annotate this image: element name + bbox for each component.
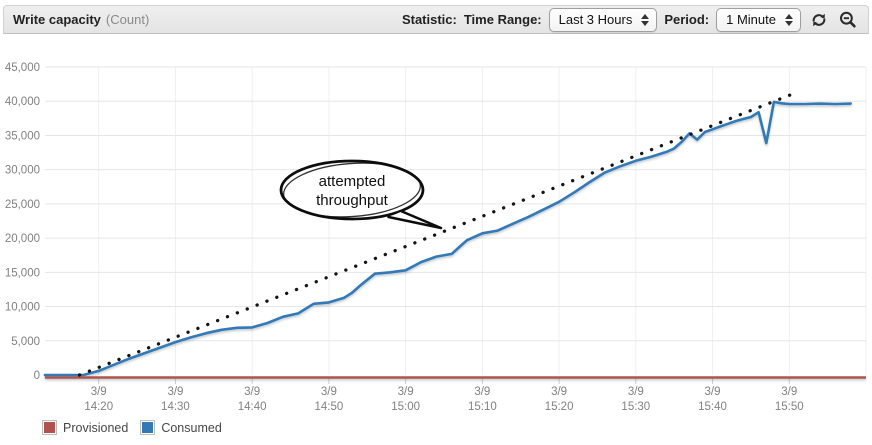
- annotation-bubble: attempted throughput: [279, 159, 443, 230]
- x-axis-time-label: 14:20: [84, 401, 113, 413]
- chart-legend: Provisioned Consumed: [42, 420, 222, 435]
- chart-unit: (Count): [105, 12, 150, 27]
- x-axis-time-label: 15:20: [545, 401, 574, 413]
- x-axis-date-label: 3/9: [167, 386, 183, 398]
- y-axis-label: 10,000: [5, 302, 40, 314]
- y-axis-label: 5,000: [11, 336, 40, 348]
- select-arrows-icon: [785, 13, 793, 26]
- x-axis-date-label: 3/9: [705, 386, 721, 398]
- attempted-throughput-line: [77, 90, 799, 377]
- x-axis-date-label: 3/9: [91, 386, 107, 398]
- legend-label: Consumed: [161, 420, 222, 435]
- x-axis-time-label: 14:40: [238, 401, 267, 413]
- x-axis-time-label: 15:10: [468, 401, 497, 413]
- refresh-button[interactable]: [808, 9, 830, 31]
- y-axis-label: 35,000: [5, 130, 40, 142]
- period-value: 1 Minute: [726, 12, 776, 27]
- chart-header: Write capacity (Count) Statistic: Time R…: [3, 5, 869, 34]
- bubble-tail: [387, 210, 443, 230]
- y-axis-label: 25,000: [5, 199, 40, 211]
- period-label: Period:: [664, 12, 710, 27]
- y-axis-label: 45,000: [5, 62, 40, 74]
- x-axis-time-label: 15:50: [775, 401, 804, 413]
- axis-layer: 0 5,000 10,000 15,000 20,000 25,000 30,000 35,0…: [5, 62, 804, 413]
- bubble-ellipse: [279, 159, 425, 221]
- chart-title-group: Write capacity (Count): [13, 12, 149, 27]
- y-axis-label: 30,000: [5, 165, 40, 177]
- refresh-icon: [812, 13, 826, 26]
- period-select[interactable]: 1 Minute: [716, 7, 801, 32]
- x-axis-date-label: 3/9: [244, 386, 260, 398]
- bubble-text-line2: throughput: [316, 192, 389, 209]
- y-axis-label: 40,000: [5, 96, 40, 108]
- bubble-ellipse-sketch: [282, 162, 422, 218]
- zoom-out-icon: [839, 11, 856, 28]
- select-arrows-icon: [641, 13, 650, 26]
- x-axis-time-label: 14:30: [161, 401, 190, 413]
- x-axis-date-label: 3/9: [474, 386, 490, 398]
- legend-label: Provisioned: [63, 420, 129, 435]
- y-axis-label: 0: [34, 370, 40, 382]
- x-axis-time-label: 15:40: [698, 401, 727, 413]
- statistic-label: Statistic:: [401, 12, 457, 27]
- x-axis-time-label: 15:30: [621, 401, 650, 413]
- y-axis-label: 15,000: [5, 267, 40, 279]
- chart-title: Write capacity: [13, 12, 101, 27]
- x-axis-date-label: 3/9: [551, 386, 567, 398]
- x-axis-date-label: 3/9: [628, 386, 644, 398]
- consumed-swatch-icon: [140, 420, 156, 435]
- legend-item-provisioned: Provisioned: [42, 420, 128, 435]
- grid-layer: [45, 66, 867, 375]
- x-axis-time-label: 14:50: [315, 401, 344, 413]
- time-range-value: Last 3 Hours: [558, 12, 633, 27]
- provisioned-swatch-icon: [42, 420, 57, 435]
- consumed-line: [43, 100, 853, 377]
- x-axis-time-label: 15:00: [391, 401, 420, 413]
- zoom-out-button[interactable]: [837, 9, 859, 31]
- chart-controls: Statistic: Time Range: Last 3 Hours Peri…: [401, 7, 859, 32]
- x-axis-date-label: 3/9: [321, 386, 337, 398]
- bubble-text-line1: attempted: [319, 173, 386, 190]
- y-axis-label: 20,000: [5, 233, 40, 245]
- time-range-select[interactable]: Last 3 Hours: [548, 7, 658, 32]
- attempted-throughput-layer: [77, 90, 799, 377]
- x-axis-date-label: 3/9: [781, 386, 797, 398]
- series-layer: [43, 100, 866, 379]
- legend-item-consumed: Consumed: [140, 420, 222, 435]
- x-axis-date-label: 3/9: [398, 386, 414, 398]
- time-range-label: Time Range:: [463, 12, 542, 27]
